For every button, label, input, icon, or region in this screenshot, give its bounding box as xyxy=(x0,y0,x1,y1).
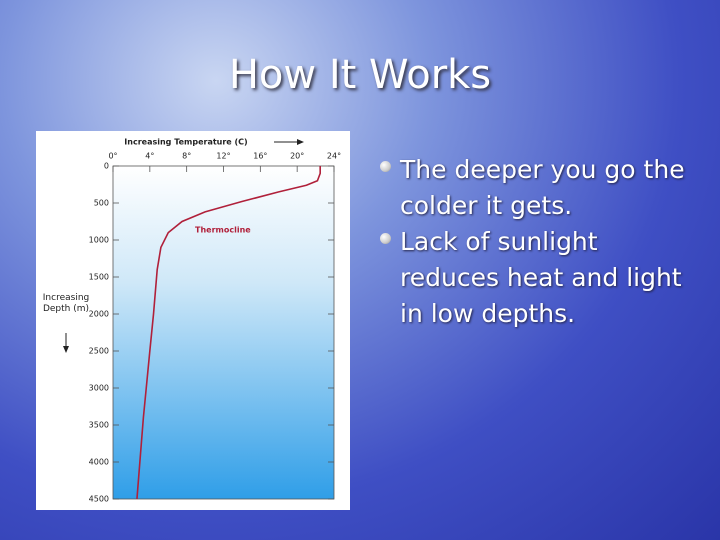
annotation: Thermocline xyxy=(195,226,251,235)
y-tick-label: 1000 xyxy=(89,236,109,245)
x-tick-label: 20° xyxy=(290,152,304,161)
axis-arrow-head xyxy=(297,139,304,145)
x-axis-label: Increasing Temperature (C) xyxy=(124,138,247,147)
x-tick-label: 0° xyxy=(108,152,117,161)
bullet-list: The deeper you go the colder it gets. La… xyxy=(378,152,698,332)
x-tick-label: 8° xyxy=(182,152,191,161)
x-tick-label: 4° xyxy=(145,152,154,161)
y-tick-label: 3500 xyxy=(89,421,109,430)
chart-panel: Increasing Temperature (C) 0° 4° 8° 12° 16° 2… xyxy=(36,131,350,510)
x-tick-label: 16° xyxy=(253,152,267,161)
bullet: The deeper you go the colder it gets. xyxy=(378,152,698,224)
chart: Increasing Temperature (C) 0° 4° 8° 12° 16° 2… xyxy=(63,138,341,504)
plot-area xyxy=(112,165,335,500)
x-tick-label: 24° xyxy=(327,152,341,161)
y-tick-label: 2500 xyxy=(89,347,109,356)
y-tick-label: 0 xyxy=(104,162,109,171)
y-tick-label: 4500 xyxy=(89,495,109,504)
bullet: Lack of sunlight reduces heat and light … xyxy=(378,224,698,332)
y-tick-label: 4000 xyxy=(89,458,109,467)
data-line xyxy=(136,166,321,500)
x-tick-label: 12° xyxy=(216,152,230,161)
y-axis-label: Increasing Depth (m) xyxy=(42,293,90,314)
slide-title: How It Works xyxy=(228,52,492,98)
y-tick-label: 1500 xyxy=(89,273,109,282)
y-tick-label: 3000 xyxy=(89,384,109,393)
y-tick-label: 2000 xyxy=(89,310,109,319)
axis-arrow-head xyxy=(63,346,69,353)
y-tick-label: 500 xyxy=(94,199,109,208)
